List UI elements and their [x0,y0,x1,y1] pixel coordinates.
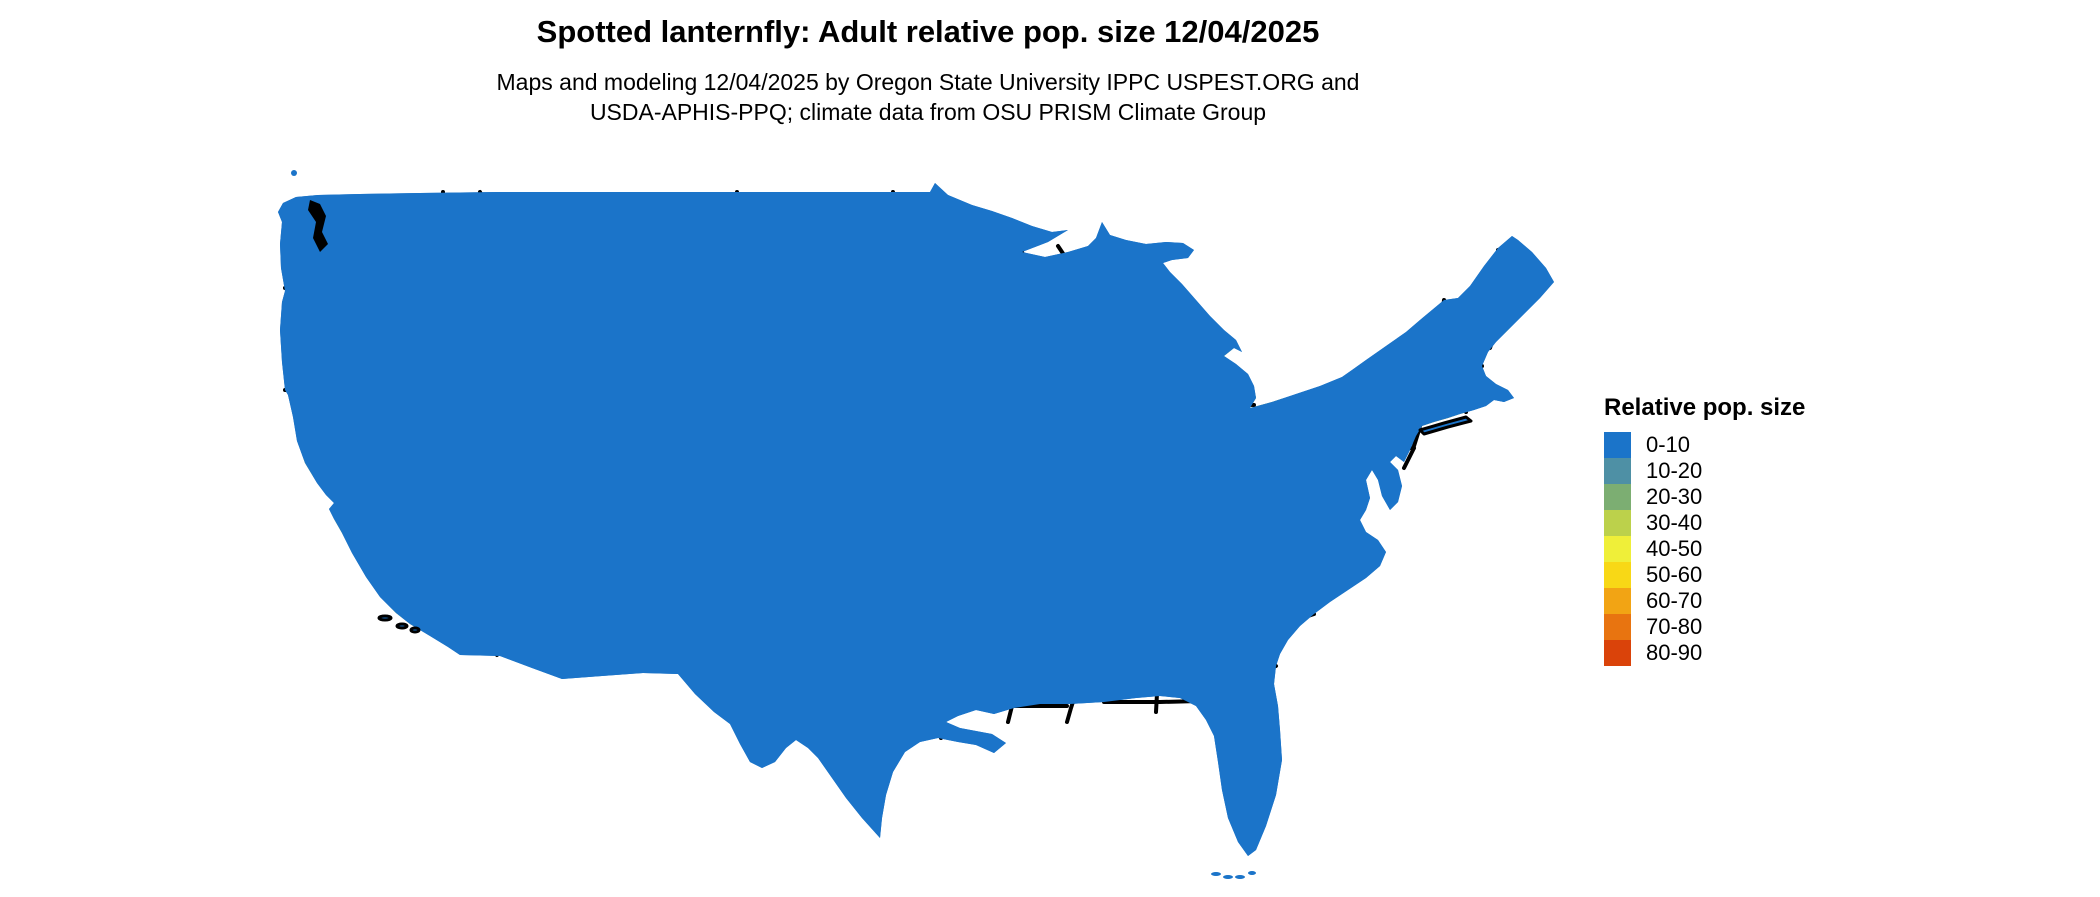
legend-item-30-40: 30-40 [1604,510,1884,536]
hotspot [1512,336,1520,340]
islands [377,415,1473,634]
legend-label: 50-60 [1646,562,1703,587]
legend-item-70-80: 70-80 [1604,614,1884,640]
legend-label: 30-40 [1646,510,1703,535]
legend-swatch-20-30 [1604,484,1631,510]
subtitle-line-1: Maps and modeling 12/04/2025 by Oregon S… [496,69,1360,95]
legend: Relative pop. size 0-10 10-20 20-30 30-40 40… [1604,394,1884,666]
national-border [276,181,1556,858]
legend-item-0-10: 0-10 [1604,432,1884,458]
legend-title: Relative pop. size [1604,394,1806,421]
puget-sound [308,200,328,252]
legend-item-60-70: 60-70 [1604,588,1884,614]
legend-label: 70-80 [1646,614,1703,639]
hotspot [325,541,335,559]
page-subtitle: Maps and modeling 12/04/2025 by Oregon S… [0,67,1856,127]
legend-swatch-60-70 [1604,588,1631,614]
hotspot [1506,330,1518,338]
legend-label: 20-30 [1646,484,1703,509]
channel-island [395,622,409,630]
florida-keys [1211,871,1256,879]
legend-rows: 0-10 10-20 20-30 30-40 40-50 50-60 60-70 70-80 8… [1604,432,1884,666]
legend-item-40-50: 40-50 [1604,536,1884,562]
legend-swatch-40-50 [1604,536,1631,562]
legend-item-80-90: 80-90 [1604,640,1884,666]
legend-label: 10-20 [1646,458,1703,483]
legend-item-20-30: 20-30 [1604,484,1884,510]
legend-item-10-20: 10-20 [1604,458,1884,484]
san-juan-island [291,170,297,176]
legend-label: 60-70 [1646,588,1703,613]
page-title: Spotted lanternfly: Adult relative pop. … [536,14,1320,49]
legend-swatch-50-60 [1604,562,1631,588]
legend-swatch-0-10 [1604,432,1631,458]
legend-label: 80-90 [1646,640,1703,665]
long-island [1418,415,1473,436]
channel-island [377,614,393,622]
legend-swatch-30-40 [1604,510,1631,536]
channel-island [409,626,421,634]
legend-swatch-10-20 [1604,458,1631,484]
legend-swatch-70-80 [1604,614,1631,640]
subtitle-line-2: USDA-APHIS-PPQ; climate data from OSU PR… [589,99,1267,125]
legend-swatch-80-90 [1604,640,1631,666]
legend-label: 0-10 [1646,432,1691,457]
legend-item-50-60: 50-60 [1604,562,1884,588]
header: Spotted lanternfly: Adult relative pop. … [0,14,1856,127]
legend-label: 40-50 [1646,536,1703,561]
